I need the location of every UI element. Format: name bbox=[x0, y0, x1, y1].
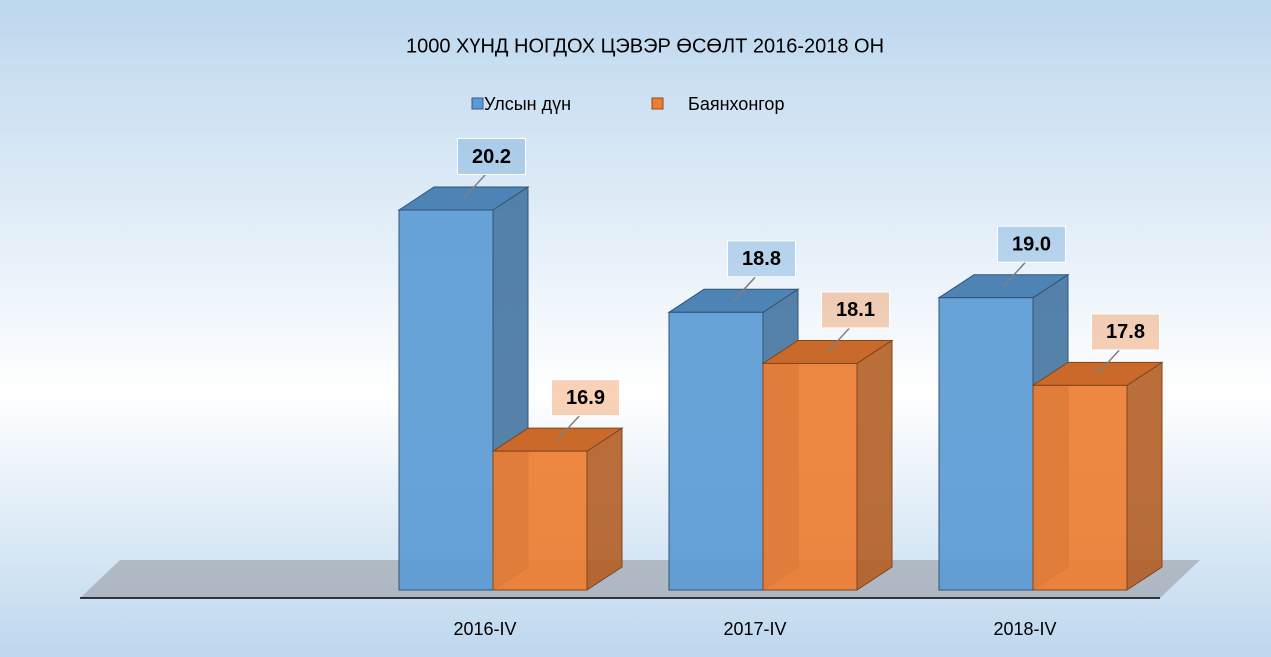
value-label: 20.2 bbox=[472, 146, 511, 168]
chart-title: 1000 ХҮНД НОГДОХ ЦЭВЭР ӨСӨЛТ 2016-2018 О… bbox=[406, 35, 884, 57]
bar-side bbox=[586, 427, 623, 591]
value-label-box bbox=[1091, 313, 1160, 351]
bar-side bbox=[1126, 361, 1163, 591]
bar bbox=[398, 209, 494, 591]
leader-line bbox=[462, 173, 487, 200]
bar bbox=[938, 297, 1034, 591]
legend-swatch bbox=[651, 97, 664, 110]
value-label: 18.8 bbox=[742, 248, 781, 270]
value-label: 19.0 bbox=[1012, 233, 1051, 255]
value-label-box bbox=[551, 379, 620, 417]
leader-line bbox=[556, 415, 581, 441]
floor bbox=[80, 560, 1200, 598]
value-label: 17.8 bbox=[1106, 321, 1145, 343]
value-label-box bbox=[727, 240, 796, 278]
bar-side bbox=[856, 339, 893, 591]
leader-line bbox=[1002, 261, 1027, 287]
bar bbox=[1032, 384, 1128, 591]
value-label: 16.9 bbox=[566, 387, 605, 409]
legend-label: Баянхонгор bbox=[688, 94, 784, 114]
x-tick-label: 2018-IV bbox=[993, 619, 1056, 639]
legend-swatch bbox=[471, 97, 484, 110]
leader-line bbox=[1096, 349, 1121, 375]
bar bbox=[492, 450, 588, 591]
leader-line bbox=[732, 276, 757, 302]
value-label-box bbox=[997, 225, 1066, 263]
bar bbox=[668, 311, 764, 591]
value-label-box bbox=[457, 138, 526, 175]
leader-line bbox=[826, 327, 851, 353]
x-tick-label: 2017-IV bbox=[723, 619, 786, 639]
x-tick-label: 2016-IV bbox=[453, 619, 516, 639]
bar bbox=[762, 362, 858, 591]
value-label-box bbox=[821, 291, 890, 329]
legend-label: Улсын дүн bbox=[484, 94, 571, 114]
value-label: 18.1 bbox=[836, 299, 875, 321]
